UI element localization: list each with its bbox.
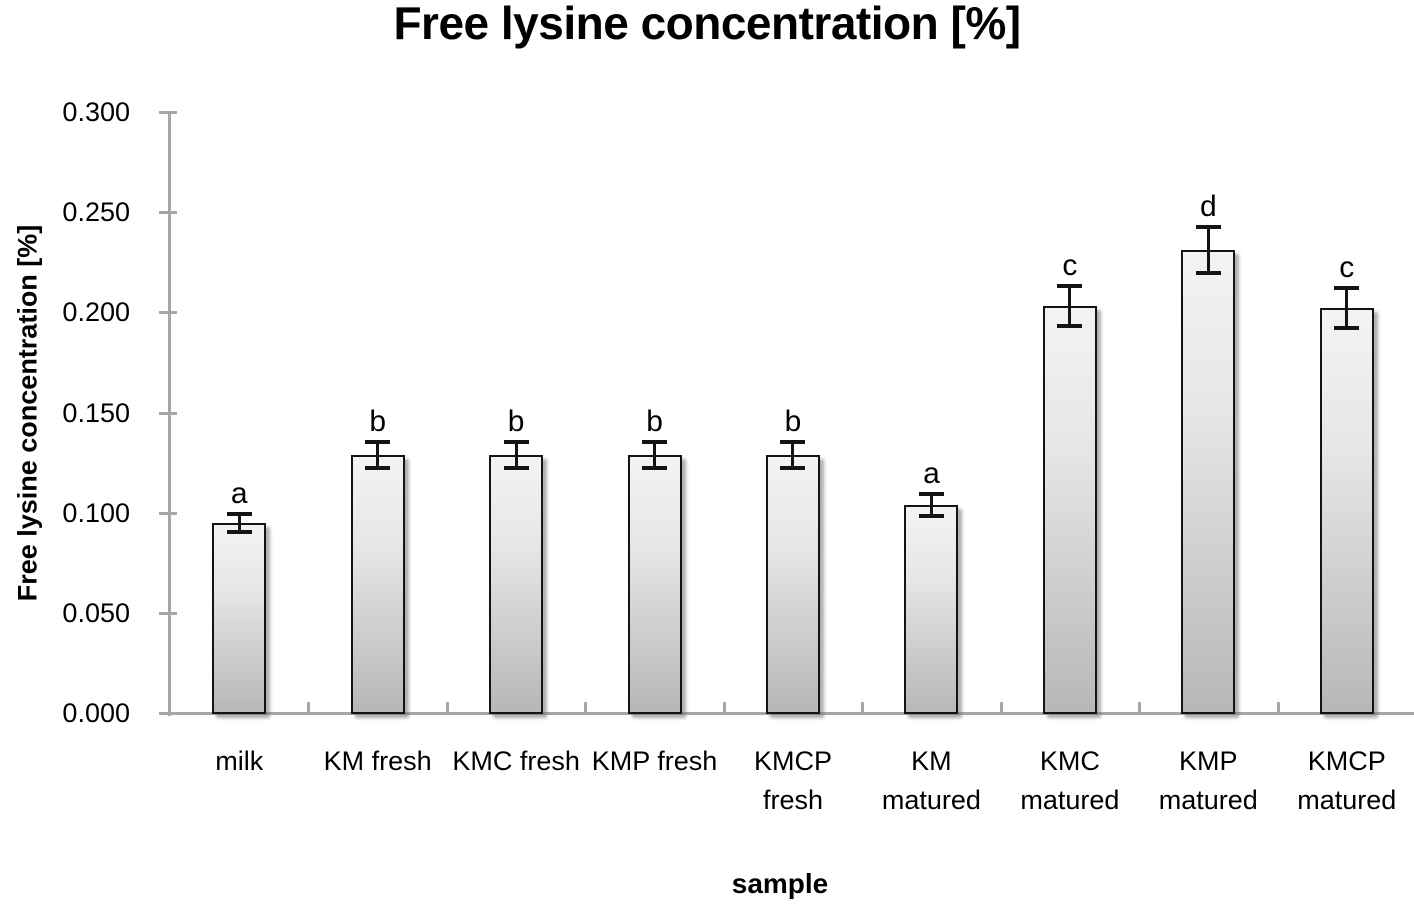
x-category-label: KMCP fresh bbox=[753, 746, 832, 815]
bar bbox=[904, 504, 959, 714]
error-bar-top-cap bbox=[1334, 286, 1360, 291]
bar bbox=[627, 454, 682, 714]
bar bbox=[1042, 306, 1097, 714]
error-bar-top-cap bbox=[503, 439, 529, 444]
x-category-label: KMC fresh bbox=[452, 746, 580, 776]
y-tick-mark bbox=[159, 712, 177, 715]
chart-title: Free lysine concentration [%] bbox=[393, 0, 1021, 49]
error-bar-top-cap bbox=[1057, 284, 1083, 289]
x-category-label: milk bbox=[215, 746, 264, 776]
bar bbox=[765, 454, 820, 714]
error-bar-bottom-cap bbox=[780, 465, 806, 470]
x-tick-mark bbox=[307, 702, 311, 712]
error-bar bbox=[929, 493, 933, 516]
y-tick-mark bbox=[159, 211, 177, 215]
x-tick-mark bbox=[999, 702, 1003, 712]
y-tick-label: 0.300 bbox=[62, 97, 130, 127]
error-bar-bottom-cap bbox=[503, 465, 529, 470]
x-category-label: KMP fresh bbox=[591, 746, 718, 776]
bar bbox=[212, 522, 267, 714]
x-tick-mark bbox=[861, 702, 865, 712]
error-bar bbox=[1206, 227, 1210, 274]
y-tick-label: 0.050 bbox=[62, 597, 130, 628]
bar bbox=[350, 454, 405, 714]
y-tick-label: 0.250 bbox=[62, 197, 130, 228]
significance-letter: a bbox=[923, 456, 940, 490]
x-category-label: KMC matured bbox=[1020, 746, 1120, 815]
significance-letter: c bbox=[1062, 249, 1078, 283]
error-bar-top-cap bbox=[226, 511, 252, 516]
bar bbox=[1181, 250, 1236, 714]
error-bar-top-cap bbox=[780, 439, 806, 444]
x-category-label: KM matured bbox=[881, 746, 981, 815]
significance-letter: a bbox=[230, 476, 248, 510]
error-bar-top-cap bbox=[365, 439, 391, 444]
x-tick-mark bbox=[722, 702, 726, 712]
y-tick-mark bbox=[159, 511, 177, 515]
error-bar-top-cap bbox=[918, 491, 944, 496]
significance-letter: c bbox=[1339, 251, 1355, 285]
y-tick-label: 0.000 bbox=[62, 698, 130, 728]
y-tick-mark bbox=[159, 311, 177, 315]
error-bar-bottom-cap bbox=[226, 529, 252, 534]
y-tick-mark bbox=[159, 111, 177, 114]
error-bar bbox=[514, 441, 518, 468]
x-category-label: KMCP matured bbox=[1297, 746, 1397, 815]
y-tick-label: 0.150 bbox=[62, 397, 130, 428]
error-bar bbox=[1345, 288, 1349, 329]
x-tick-mark bbox=[445, 702, 449, 712]
error-bar bbox=[376, 441, 380, 468]
error-bar-bottom-cap bbox=[1057, 324, 1083, 329]
x-category-label: KM fresh bbox=[323, 746, 432, 776]
error-bar bbox=[237, 513, 241, 532]
error-bar-bottom-cap bbox=[1334, 326, 1360, 331]
error-bar-bottom-cap bbox=[918, 513, 944, 518]
y-tick-mark bbox=[159, 411, 177, 415]
error-bar-top-cap bbox=[1195, 225, 1221, 230]
y-tick-label: 0.100 bbox=[62, 497, 130, 528]
error-bar-bottom-cap bbox=[1195, 271, 1221, 276]
y-tick-label: 0.200 bbox=[62, 297, 130, 328]
x-tick-mark bbox=[1138, 702, 1142, 712]
error-bar-top-cap bbox=[642, 439, 668, 444]
error-bar-bottom-cap bbox=[642, 465, 668, 470]
significance-letter: b bbox=[784, 404, 802, 438]
error-bar bbox=[1068, 286, 1072, 327]
x-tick-mark bbox=[584, 702, 588, 712]
significance-letter: b bbox=[369, 404, 386, 438]
bar bbox=[489, 454, 544, 714]
error-bar bbox=[791, 441, 795, 468]
significance-letter: d bbox=[1199, 190, 1217, 224]
error-bar-bottom-cap bbox=[365, 465, 391, 470]
significance-letter: b bbox=[507, 404, 525, 438]
significance-letter: b bbox=[646, 404, 663, 438]
x-category-label: KMP matured bbox=[1158, 746, 1258, 815]
x-tick-mark bbox=[1276, 702, 1280, 712]
y-tick-mark bbox=[159, 611, 177, 615]
error-bar bbox=[653, 441, 657, 468]
bar bbox=[1319, 308, 1374, 714]
x-axis-label: sample bbox=[731, 868, 829, 899]
